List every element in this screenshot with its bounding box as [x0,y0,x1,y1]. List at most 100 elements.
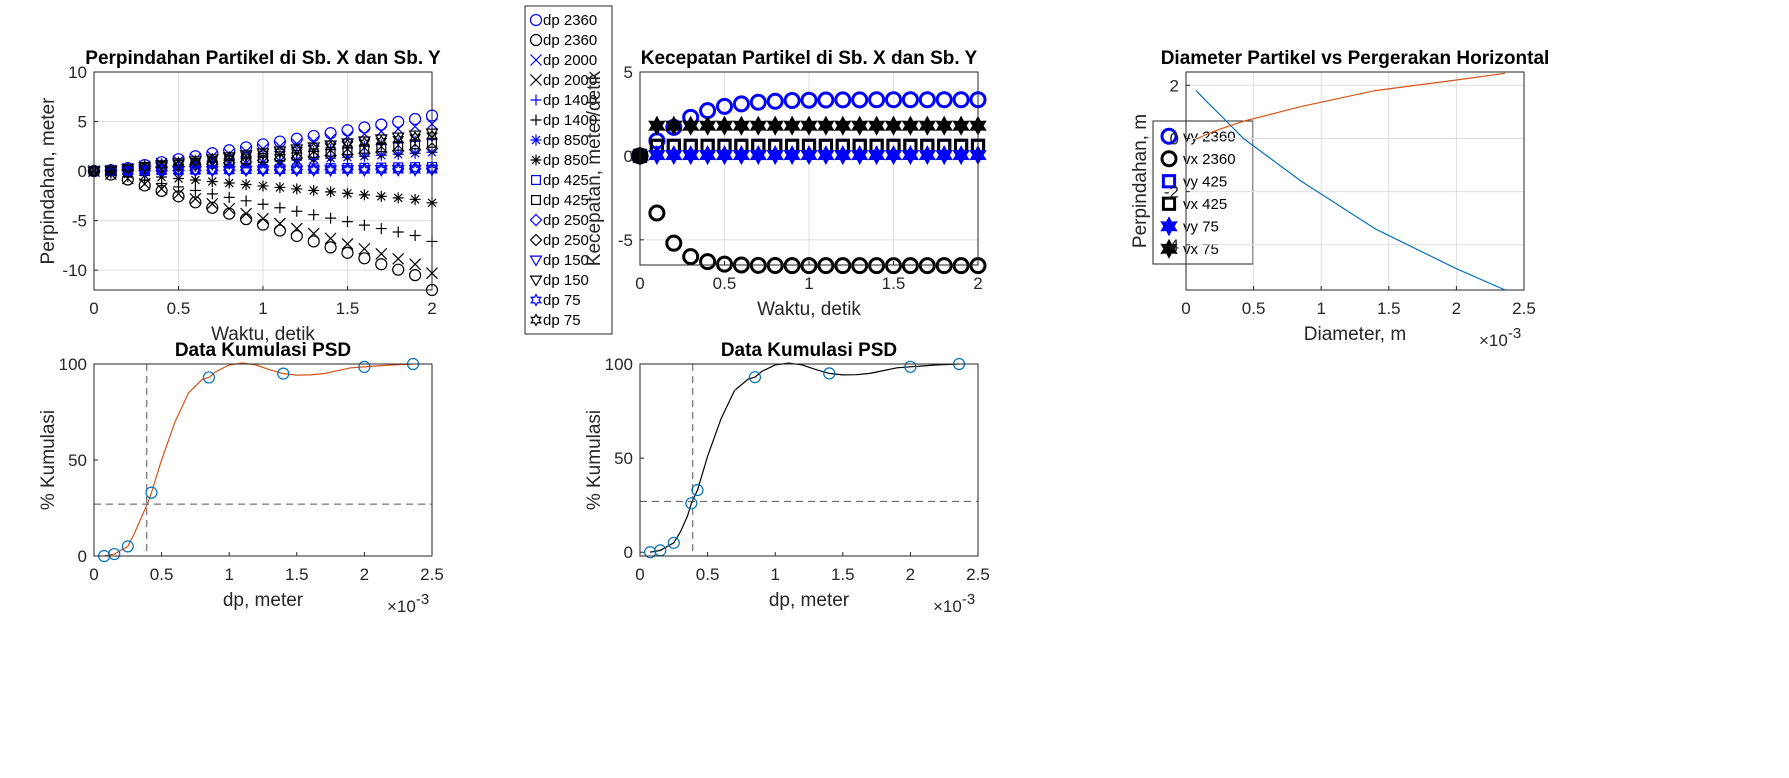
data-point [173,173,184,185]
legend-label: dp 75 [543,312,581,329]
data-point [291,183,303,195]
x-tick-label: 1 [804,274,813,293]
plot-displacement: 0 0.5 1 1.5 2 -10 -5 0 5 10 Perpindahan Partikel … [38,48,441,345]
data-point [189,163,202,178]
data-point [783,257,801,275]
data-point [358,360,371,373]
legend-label: dp 75 [543,292,581,309]
data-point [308,184,320,196]
data-point [667,536,680,549]
data-point [766,145,784,166]
axes-box [1185,71,1525,291]
legend-label: vy 425 [1183,173,1227,190]
data-marks [87,109,439,297]
data-point [698,145,717,166]
data-point [358,136,371,150]
data-point [392,148,404,160]
plot-diameter-vs-horizontal: 0 0.5 1 1.5 2 2.5 -4 -2 0 2 Diameter Partikel vs … [1130,48,1549,350]
data-point [307,129,320,143]
data-point [868,91,886,109]
data-point [121,164,134,178]
legend-label: dp 2360 [543,12,597,29]
data-point [834,91,852,109]
x-axis-label: dp, meter [223,590,304,611]
data-point [901,145,920,166]
data-point [206,163,219,178]
data-point [273,224,286,237]
legend-label: dp 850 [543,152,589,169]
data-point [918,115,937,136]
data-point [392,226,404,238]
data-point [324,132,337,145]
data-point [206,188,218,200]
data-marks [94,357,432,563]
plot-psd-cumulative-1: 0 0.5 1 1.5 2 2.5 0 50 100 Data Kumulasi PSD dp,… [38,340,444,616]
data-point [277,367,290,380]
fit-curve [649,362,960,553]
data-point [273,217,286,230]
data-point [766,115,784,136]
data-point [375,149,387,161]
data-point [851,91,869,109]
data-point [325,152,337,164]
legend-label: dp 1400 [543,112,597,129]
data-marks [640,357,978,559]
axes-box [639,363,979,557]
data-point [691,484,704,497]
series-line [1195,90,1506,291]
x-tick-label: 1 [770,565,779,584]
data-point [375,247,388,260]
data-point [715,145,734,166]
data-point [766,257,784,275]
data-point [324,241,337,254]
data-point [918,91,936,109]
data-point [258,152,269,163]
data-point [307,163,320,178]
data-point [138,164,151,178]
data-point [732,145,751,166]
legend-marker [1160,216,1178,237]
axes-box [639,71,979,266]
plot-psd-cumulative-2: 0 0.5 1 1.5 2 2.5 0 50 100 Data Kumulasi PSD dp,… [584,340,990,616]
data-point [409,193,421,205]
y-tick-label: -5 [618,231,633,250]
data-point [257,198,269,210]
chart-title: Data Kumulasi PSD [721,340,897,361]
legend-label: dp 2000 [543,52,597,69]
data-point [648,115,666,136]
y-tick-label: 0 [1170,129,1179,148]
x-tick-label: 2 [427,299,436,318]
data-point [145,486,158,499]
y-tick-label: 0 [78,547,87,566]
data-point [834,257,852,275]
data-point [308,209,320,221]
data-point [409,163,422,177]
y-tick-label: 50 [68,451,87,470]
legend-marker [529,33,543,47]
data-point [376,142,387,153]
data-point [156,162,168,174]
legend-label: vx 2360 [1183,151,1236,168]
data-point [358,252,371,265]
data-point [223,207,236,220]
data-point [307,235,320,248]
y-axis-label: % Kumulasi [38,410,59,510]
x-tick-label: 2.5 [1512,299,1536,318]
data-point [274,151,285,162]
data-point [240,163,253,178]
tick-labels: 0 0.5 1 1.5 2 2.5 -4 -2 0 2 [1164,76,1536,318]
data-point [342,187,353,199]
data-point [392,132,405,147]
data-point [341,163,354,178]
x-tick-label: 1 [224,565,233,584]
data-point [273,163,286,178]
data-point [358,189,370,201]
data-point [223,150,236,165]
x-tick-label: 0.5 [713,274,737,293]
exponent-power: -3 [962,591,975,608]
data-point [935,91,953,109]
x-tick-label: 0 [89,299,98,318]
data-point [749,145,768,166]
data-point [409,269,422,282]
